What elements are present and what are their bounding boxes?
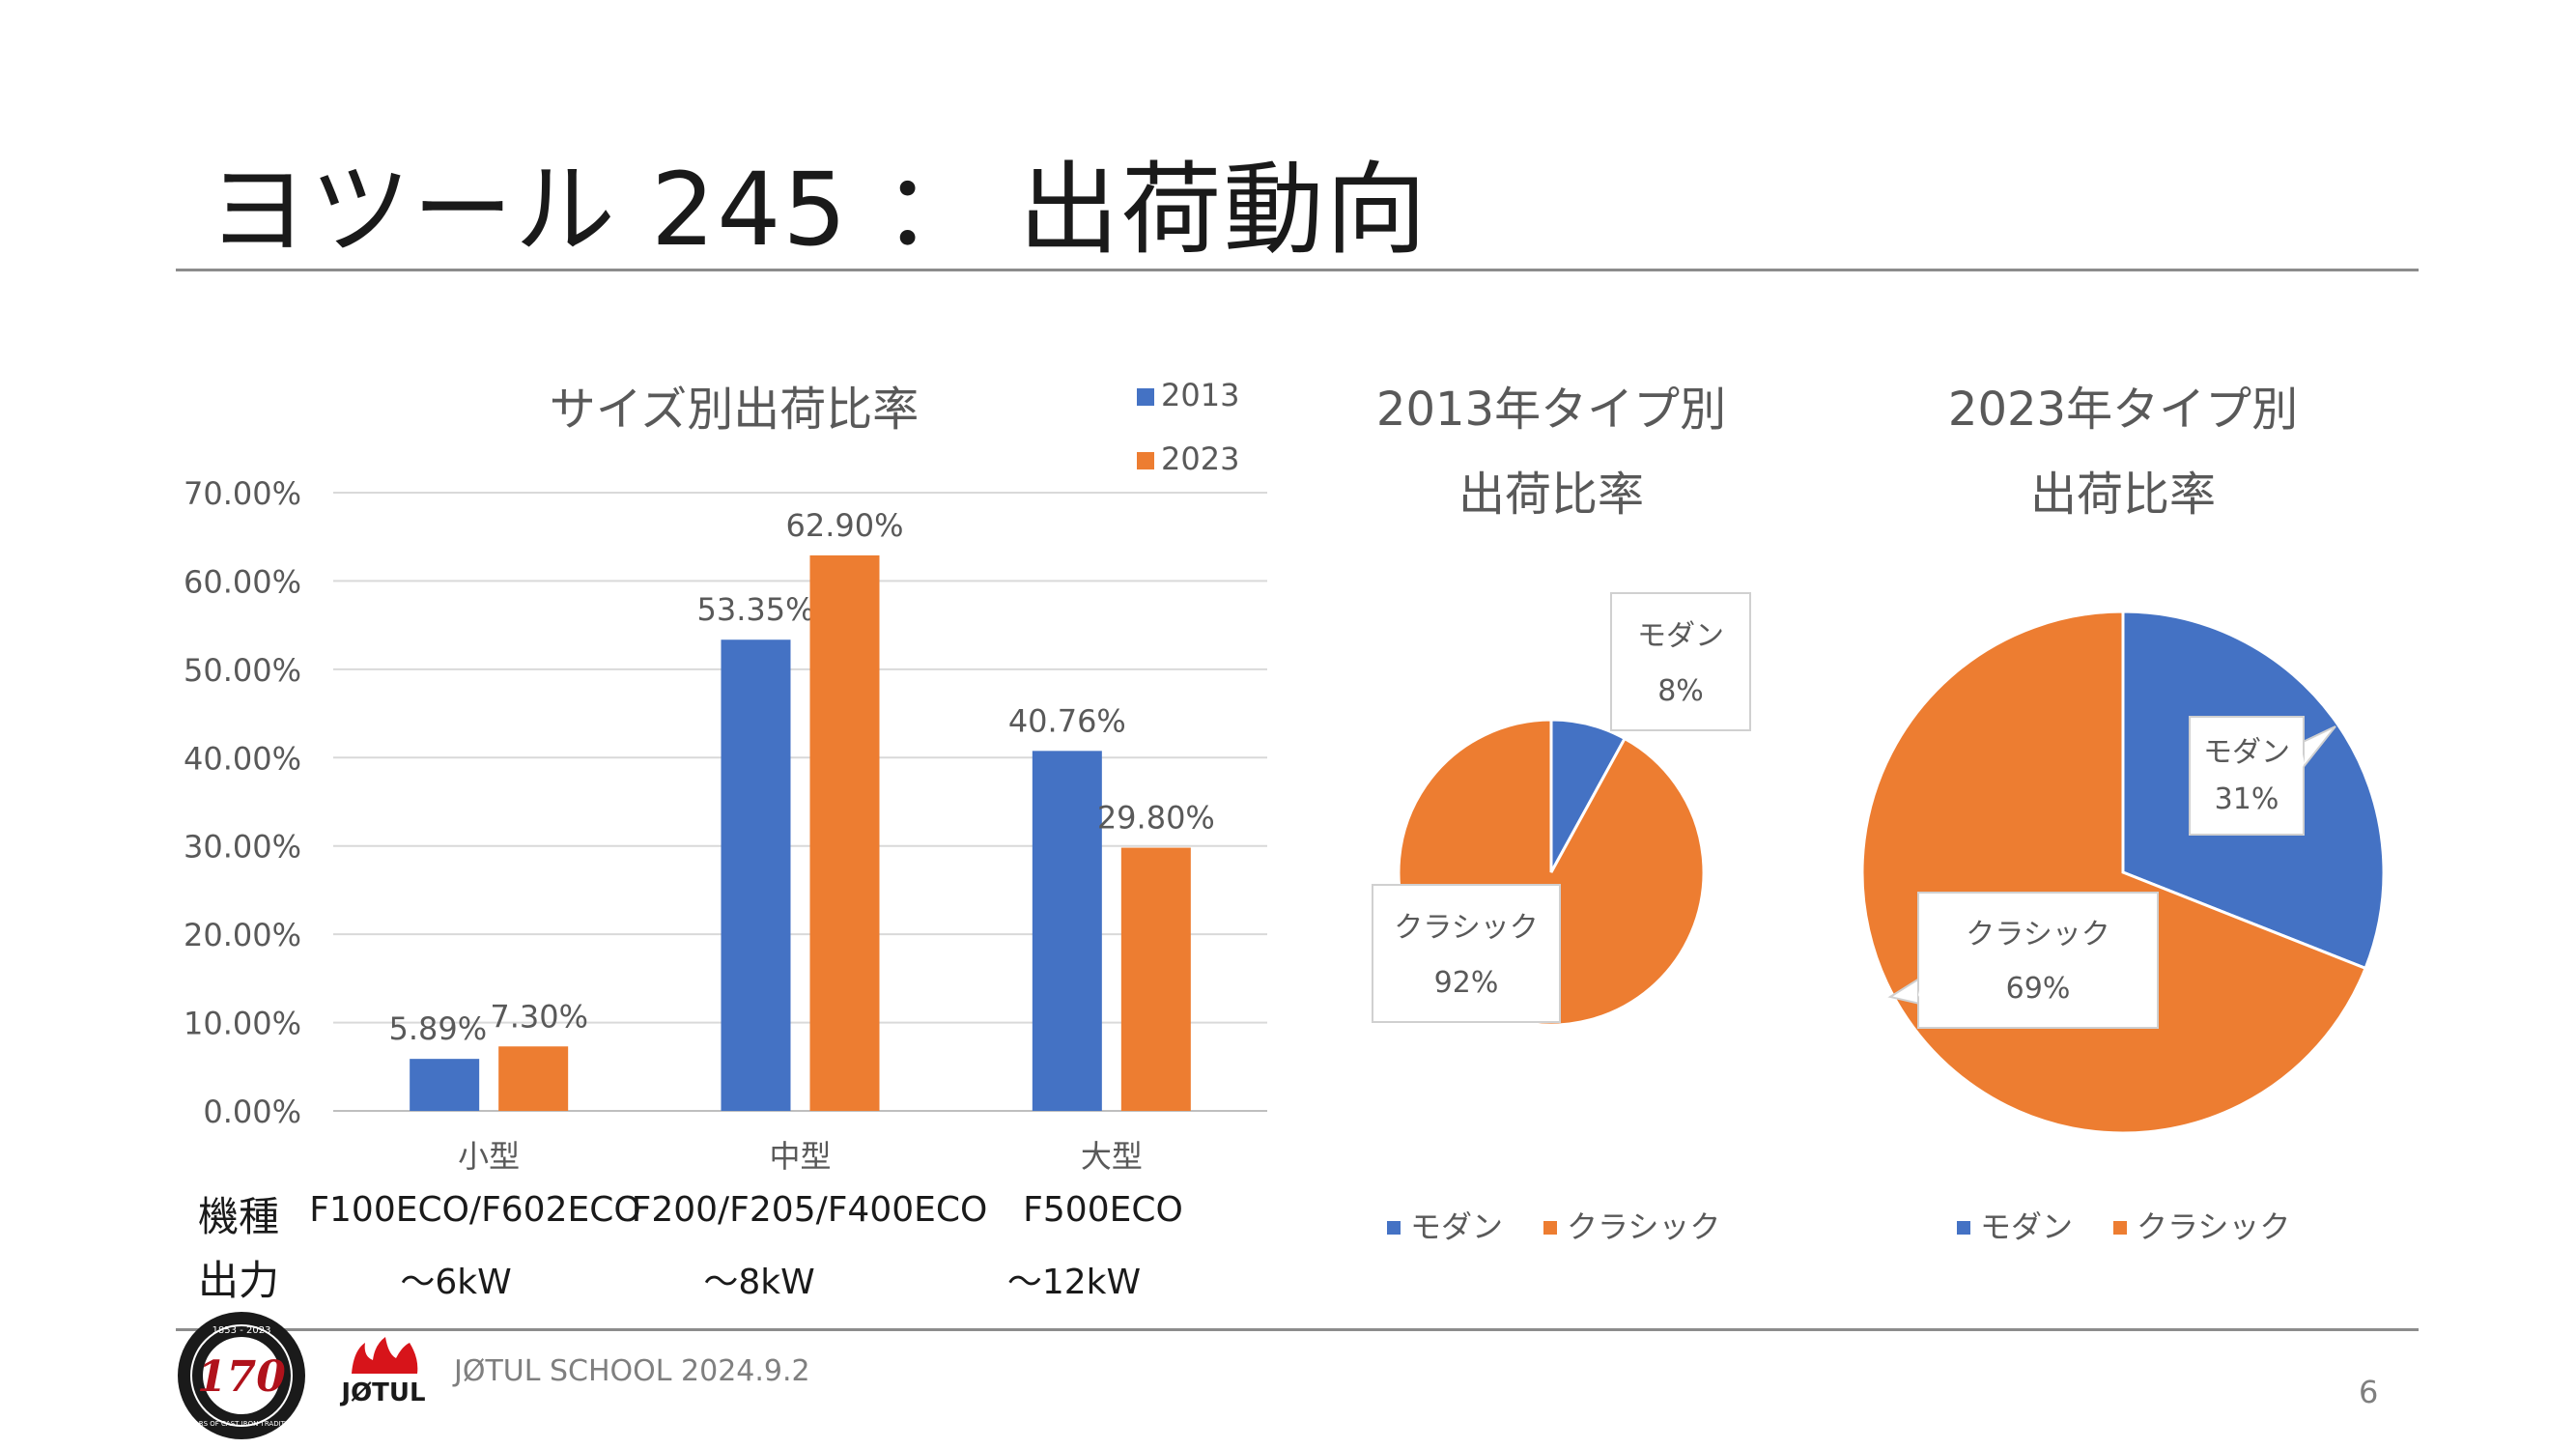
callout-name: クラシック — [1394, 911, 1538, 945]
seal-number: 170 — [197, 1352, 286, 1402]
y-tick-label: 0.00% — [203, 1094, 301, 1130]
x-category-label: 小型 — [458, 1138, 520, 1175]
bar-2023-0 — [498, 1046, 569, 1111]
bar-2013-0 — [410, 1059, 480, 1111]
anniversary-seal-logo: 170 1853 - 2023 YEARS OF CAST IRON TRADI… — [178, 1312, 305, 1439]
output-row-label: 出力 — [198, 1257, 280, 1304]
bar-2023-1 — [809, 554, 880, 1111]
flame-icon — [352, 1337, 418, 1374]
jotul-brand-logo: JØTUL — [339, 1337, 426, 1407]
pie-title-line1: 2013年タイプ別 — [1376, 383, 1726, 437]
output-cell-small: ～6kW — [400, 1263, 512, 1302]
callout-pointer-join — [2301, 746, 2305, 771]
callout-value: 69% — [2006, 972, 2071, 1006]
bar-data-label: 40.76% — [1008, 702, 1126, 739]
slide-title: ヨツール 245 ： 出荷動向 — [208, 151, 1429, 269]
pie-legend-label-1: クラシック — [2137, 1208, 2290, 1245]
bar-2023-2 — [1120, 847, 1191, 1111]
bar-data-label: 29.80% — [1097, 800, 1215, 837]
pie-legend-swatch-1 — [2113, 1221, 2127, 1235]
callout-box — [2189, 716, 2305, 836]
bar-data-label: 7.30% — [490, 998, 588, 1035]
pie-title-line2: 出荷比率 — [2030, 468, 2216, 522]
pie-title-line1: 2023年タイプ別 — [1948, 383, 2298, 437]
y-tick-label: 30.00% — [184, 829, 301, 866]
y-tick-label: 20.00% — [184, 917, 301, 953]
callout-name: モダン — [1637, 619, 1724, 653]
footer-text: JØTUL SCHOOL 2024.9.2 — [454, 1354, 810, 1388]
pie-legend-swatch-0 — [1957, 1221, 1970, 1235]
pie-legend-label-1: クラシック — [1567, 1208, 1720, 1245]
seal-ring-text: YEARS OF CAST IRON TRADITION — [184, 1420, 297, 1428]
page-number: 6 — [2359, 1374, 2379, 1410]
title-divider — [176, 269, 2419, 271]
callout-pointer-join — [1918, 978, 1922, 1003]
pie-legend-label-0: モダン — [1410, 1208, 1503, 1245]
x-category-label: 大型 — [1081, 1138, 1143, 1175]
callout-name: クラシック — [1966, 918, 2109, 952]
bar-chart-title: サイズ別出荷比率 — [550, 383, 920, 437]
y-tick-label: 60.00% — [184, 563, 301, 600]
pie-legend-swatch-1 — [1543, 1221, 1557, 1235]
model-cell-small: F100ECO/F602ECO — [309, 1190, 641, 1230]
legend-swatch-2013 — [1137, 388, 1154, 406]
legend-label-2013: 2013 — [1161, 377, 1239, 413]
model-cell-medium: F200/F205/F400ECO — [631, 1190, 988, 1230]
bar-data-label: 62.90% — [785, 507, 903, 544]
pie-legend-label-0: モダン — [1980, 1208, 2073, 1245]
x-category-label: 中型 — [769, 1138, 831, 1175]
callout-box — [1610, 592, 1751, 731]
brand-wordmark: JØTUL — [339, 1378, 425, 1407]
bar-2013-2 — [1032, 751, 1102, 1111]
output-cell-large: ～12kW — [1006, 1263, 1142, 1302]
bar-data-label: 53.35% — [696, 591, 814, 628]
callout-value: 31% — [2215, 782, 2279, 816]
callout-value: 8% — [1657, 674, 1704, 708]
seal-years: 1853 - 2023 — [212, 1325, 271, 1336]
pie-legend-swatch-0 — [1387, 1221, 1401, 1235]
y-tick-label: 40.00% — [184, 740, 301, 777]
pie-title-line2: 出荷比率 — [1458, 468, 1644, 522]
callout-box — [1917, 892, 2159, 1029]
model-cell-large: F500ECO — [1023, 1190, 1183, 1230]
callout-name: モダン — [2203, 735, 2290, 769]
y-tick-label: 10.00% — [184, 1006, 301, 1042]
legend-swatch-2023 — [1137, 452, 1154, 469]
y-tick-label: 70.00% — [184, 475, 301, 512]
bar-2013-1 — [721, 639, 791, 1111]
legend-label-2023: 2023 — [1161, 440, 1239, 477]
callout-box — [1372, 884, 1561, 1023]
footer-divider — [176, 1328, 2419, 1331]
y-tick-label: 50.00% — [184, 652, 301, 689]
model-row-label: 機種 — [198, 1193, 280, 1240]
callout-value: 92% — [1434, 966, 1499, 1000]
bar-data-label: 5.89% — [389, 1010, 488, 1047]
output-cell-medium: ～8kW — [703, 1263, 815, 1302]
